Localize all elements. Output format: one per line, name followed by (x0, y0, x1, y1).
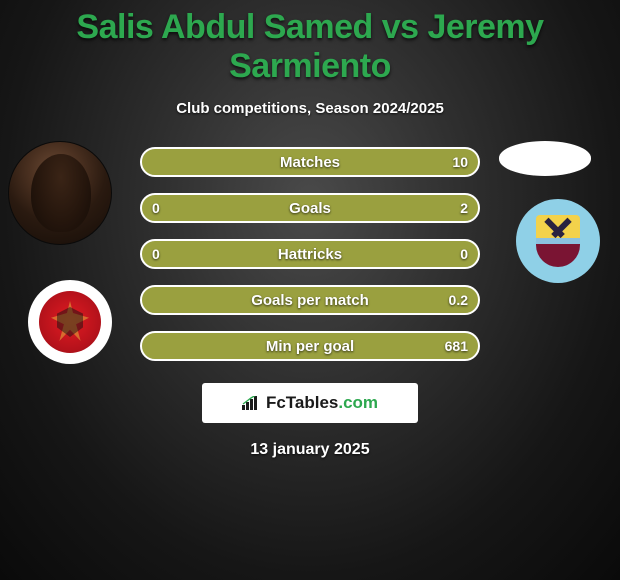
content-root: Salis Abdul Samed vs Jeremy Sarmiento Cl… (0, 0, 620, 580)
bar-chart-icon (242, 396, 260, 410)
subtitle: Club competitions, Season 2024/2025 (0, 100, 620, 117)
stat-right-value: 2 (460, 193, 468, 223)
page-title: Salis Abdul Samed vs Jeremy Sarmiento (0, 0, 620, 86)
player-right-avatar (499, 141, 591, 176)
brand-text: FcTables.com (266, 393, 378, 413)
stat-label: Goals (140, 193, 480, 223)
date-label: 13 january 2025 (0, 441, 620, 459)
comparison-panel: Matches 10 0 Goals 2 0 Hattricks 0 Goals… (0, 147, 620, 377)
stat-right-value: 0.2 (449, 285, 468, 315)
brand-name: FcTables (266, 393, 338, 412)
stat-row: Matches 10 (140, 147, 480, 177)
stat-right-value: 681 (445, 331, 468, 361)
brand-suffix: .com (338, 393, 378, 412)
stat-right-value: 10 (452, 147, 468, 177)
club-left-crest-inner (39, 291, 101, 353)
stat-row: Goals per match 0.2 (140, 285, 480, 315)
stat-label: Min per goal (140, 331, 480, 361)
brand-badge: FcTables.com (202, 383, 418, 423)
stat-label: Hattricks (140, 239, 480, 269)
stat-right-value: 0 (460, 239, 468, 269)
stat-row: Min per goal 681 (140, 331, 480, 361)
stat-row: 0 Goals 2 (140, 193, 480, 223)
stat-row: 0 Hattricks 0 (140, 239, 480, 269)
player-left-avatar (8, 141, 112, 245)
club-left-crest (28, 280, 112, 364)
club-right-shield (536, 215, 580, 267)
stat-bars: Matches 10 0 Goals 2 0 Hattricks 0 Goals… (140, 147, 480, 377)
stat-label: Goals per match (140, 285, 480, 315)
stat-label: Matches (140, 147, 480, 177)
club-right-crest (516, 199, 600, 283)
